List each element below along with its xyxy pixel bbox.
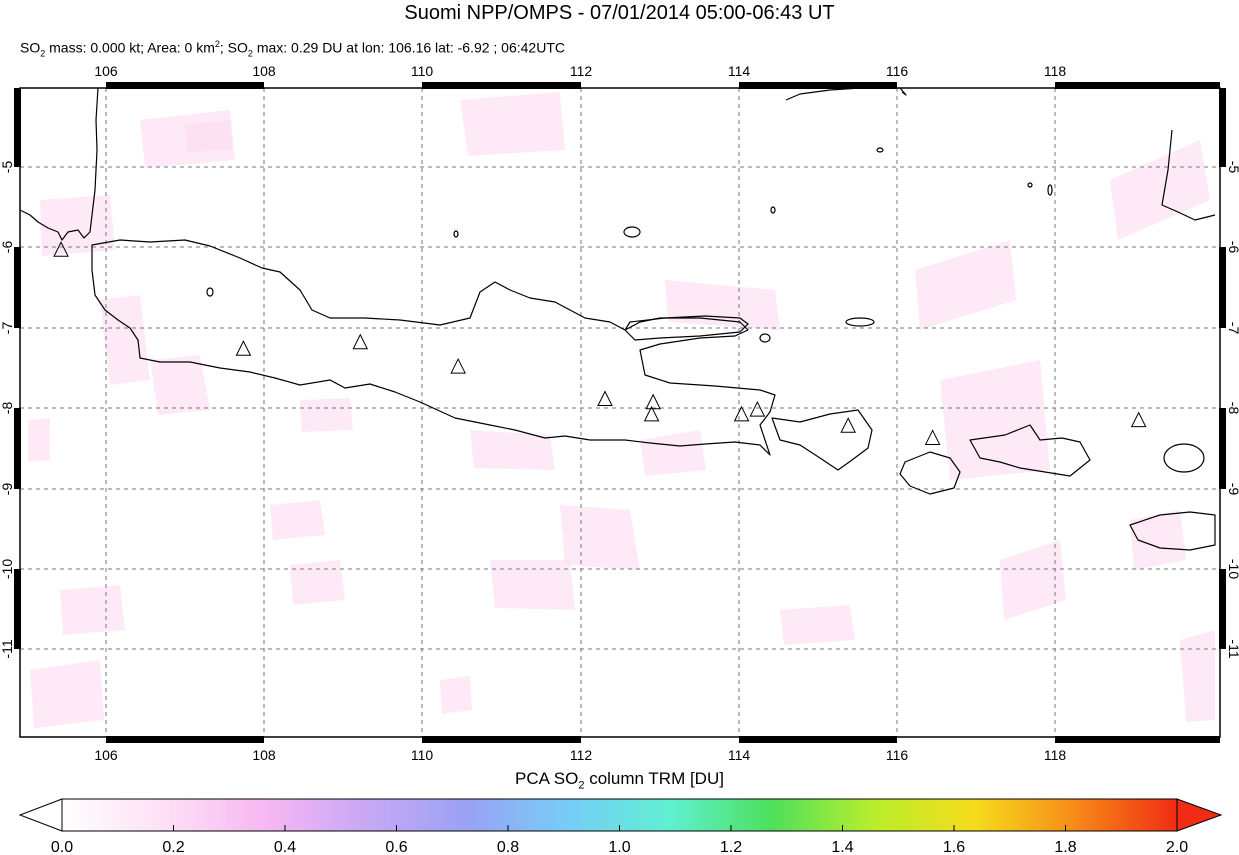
volcano-triangle-icon [749,400,766,417]
lat-labels-left: -5 -6 -7 -8 -9 -10 -11 [0,161,15,659]
so2-max-text: max: 0.29 DU at lon: 106.16 lat: -6.92 ;… [252,39,565,56]
lat-labels-right: -5 -6 -7 -8 -9 -10 -11 [1226,161,1239,659]
volcano-triangle-icon [352,333,369,350]
kalimantan-coast [785,87,861,101]
volcano-layer [53,241,1147,445]
lon-label: 112 [570,63,593,79]
colorbar-tick-label: 0.8 [497,839,519,855]
java-coast [91,239,776,456]
lon-label: 116 [886,63,909,79]
colorbar-high-arrow [1176,798,1223,832]
lon-label: 106 [94,747,118,760]
colorbar-tick-label: 0.4 [274,839,296,855]
lat-label: -9 [1226,483,1239,496]
volcano-triangle-icon [645,393,661,410]
so2-subscript: 2 [40,48,46,59]
volcano-triangle-icon [840,417,856,433]
lat-label: -10 [0,559,15,579]
colorbar-title-pre: PCA SO [515,769,579,788]
lon-labels-bottom: 106 108 110 112 114 116 118 [94,747,1066,760]
lat-label: -7 [0,322,15,335]
so2-pixel-layer [28,92,1215,728]
lon-label: 110 [411,747,434,760]
lon-label: 108 [252,747,276,760]
volcano-triangle-icon [597,390,613,407]
volcano-triangle-icon [1130,411,1147,428]
lon-label: 106 [94,63,118,79]
so2-mass-text: mass: 0.000 kt; Area: 0 km [45,39,215,56]
so2-subscript-2: 2 [247,48,253,59]
lon-label: 112 [570,747,593,760]
colorbar-title-post: column TRM [DU] [584,769,724,788]
so2-max-label: ; SO [219,39,248,56]
area-superscript: 2 [214,39,220,49]
lat-label: -7 [1226,322,1239,335]
colorbar-ticks: 0.0 0.2 0.4 0.6 0.8 1.0 1.2 1.4 1.6 1.8 2.0 [51,825,1188,855]
lon-label: 110 [411,63,434,79]
colorbar-tick-label: 1.6 [943,839,965,855]
colorbar-gradient [61,798,1178,832]
sulawesi-coast [1161,129,1216,221]
bottom-axis-bar [106,736,1220,743]
lon-labels-top: 106 108 110 112 114 116 118 [94,63,1066,79]
right-axis-bar [1219,88,1226,649]
colorbar-tick-label: 1.4 [831,839,853,855]
kalimantan-east [899,87,907,96]
lat-label: -6 [1226,241,1239,254]
map-subtitle: SO2 mass: 0.000 kt; Area: 0 km2; SO2 max… [20,35,565,62]
colorbar-title: PCA SO2 column TRM [DU] [0,768,1239,796]
left-axis-bar [14,88,21,649]
lat-label: -11 [0,639,15,658]
lat-label: -11 [1226,639,1239,658]
colorbar-tick-label: 0.0 [51,839,73,855]
lon-label: 108 [252,63,276,79]
lon-label: 118 [1044,63,1067,79]
lat-label: -5 [0,161,15,174]
colorbar-tick-label: 1.0 [608,839,630,855]
volcano-triangle-icon [924,429,941,445]
sumatra-coast [19,87,99,241]
colorbar-low-arrow [18,798,63,832]
graticule [20,88,1220,737]
colorbar-tick-label: 1.8 [1054,839,1076,855]
lat-label: -5 [1226,161,1239,174]
lon-label: 116 [886,747,909,760]
flores-coast [1129,511,1216,551]
map-panel: 106 108 110 112 114 116 118 106 108 110 … [0,63,1239,760]
lon-label: 118 [1044,747,1067,760]
lat-label: -10 [1226,559,1239,579]
volcano-triangle-icon [450,357,466,374]
so2-mass-label: SO [20,39,41,56]
colorbar-tick-label: 2.0 [1166,839,1188,855]
sumbawa-coast [969,424,1091,477]
colorbar-tick-label: 0.6 [385,839,407,855]
volcano-triangle-icon [643,405,660,422]
colorbar-title-sub: 2 [578,779,585,792]
map-title: Suomi NPP/OMPS - 07/01/2014 05:00-06:43 … [404,2,835,24]
lon-label: 114 [728,63,751,79]
colorbar: 0.0 0.2 0.4 0.6 0.8 1.0 1.2 1.4 1.6 1.8 2.0 [18,798,1223,855]
bali-coast [771,409,873,471]
lat-label: -8 [0,402,15,415]
colorbar-tick-label: 0.2 [162,839,184,855]
volcano-triangle-icon [53,241,69,257]
volcano-triangle-icon [733,405,750,422]
map-frame [14,82,1226,743]
top-axis-bar [106,82,1220,89]
lat-label: -6 [0,241,15,254]
lat-label: -9 [0,483,15,496]
colorbar-tick-label: 1.2 [720,839,742,855]
lombok-coast [899,451,961,495]
madura-coast [624,315,749,341]
lon-label: 114 [728,747,751,760]
lat-label: -8 [1226,402,1239,415]
coastline-layer [19,87,1216,551]
volcano-triangle-icon [235,340,252,356]
